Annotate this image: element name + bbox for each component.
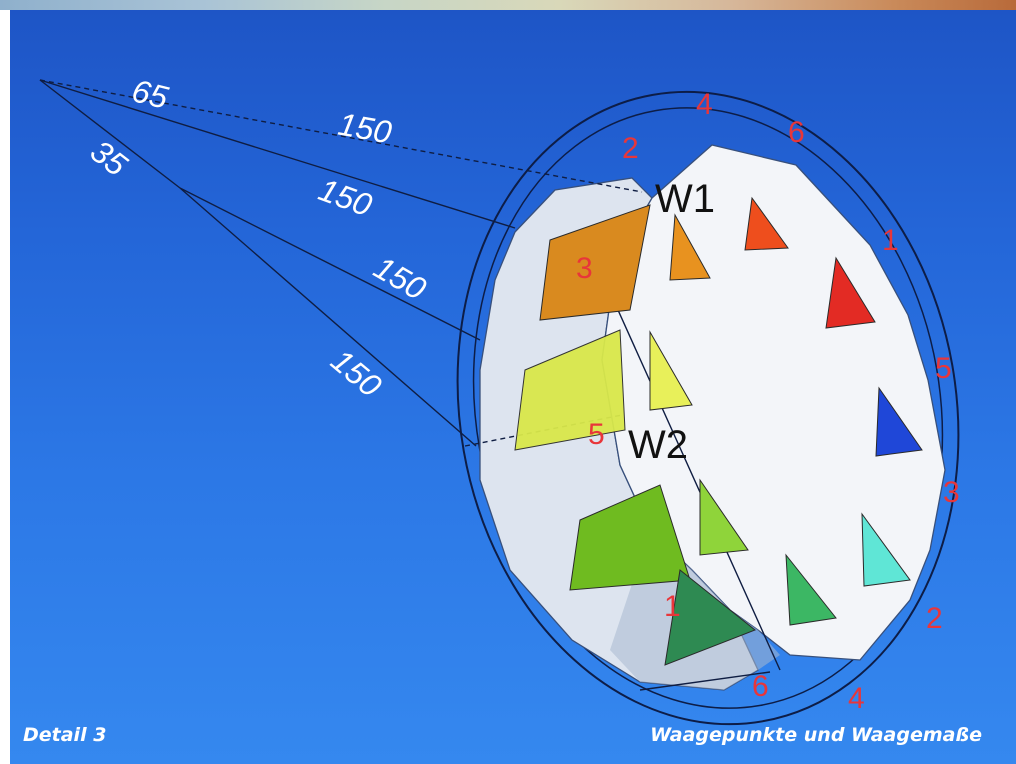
measure-label-65: 65 [128,72,171,116]
cell-yellow-left [514,329,626,451]
bridle-line-3 [179,187,481,341]
bridle-line-4 [179,187,477,447]
point-label-right-5: 5 [935,352,952,385]
point-label-right-2: 2 [926,602,943,635]
triangle-cyan [861,512,911,587]
measure-label-35: 35 [84,133,134,183]
bridle-lines [39,79,781,691]
cell-darkgreen-left [664,569,756,666]
point-label-inner-3: 3 [576,252,593,285]
bridle-point-w1: W1 [655,177,715,221]
triangle-blue [875,386,923,457]
diagram-panel: 65 35 150 150 150 150 W1 W2 4 6 2 1 3 5 … [10,10,1016,764]
measure-label-150-c: 150 [368,249,432,307]
triangle-red-orange [744,196,789,251]
point-label-right-3: 3 [943,476,960,509]
kite-bridle-diagram: 65 35 150 150 150 150 W1 W2 4 6 2 1 3 5 … [39,72,960,726]
triangle-mid-green [785,553,837,626]
measure-label-150-b: 150 [314,171,377,223]
point-label-top-6: 6 [788,116,805,149]
caption-label: Waagepunkte und Waagemaße [650,724,982,746]
cell-orange-left [539,204,651,321]
top-gradient-strip [0,0,1016,10]
point-label-top-2: 2 [622,132,639,165]
bridle-line-top [39,79,643,193]
detail-label: Detail 3 [23,724,107,746]
triangle-orange [669,213,711,281]
kite-frame-rim [456,90,960,726]
bridle-line-2 [39,79,516,229]
point-label-inner-1: 1 [664,590,681,623]
bottom-cross-line [639,671,771,691]
point-label-top-4: 4 [696,88,713,121]
bridle-point-w2: W2 [628,423,688,467]
triangle-red [825,256,876,329]
measure-label-150-a: 150 [336,106,395,151]
triangle-yellow [649,330,693,411]
triangle-green [699,478,749,556]
point-label-bottom-6: 6 [752,670,769,703]
spine-line [599,269,781,671]
point-label-right-1: 1 [882,224,899,257]
measure-label-150-d: 150 [324,342,388,404]
point-label-bottom-4: 4 [848,682,865,715]
point-label-inner-5: 5 [588,418,605,451]
bridle-line-main [39,79,181,189]
